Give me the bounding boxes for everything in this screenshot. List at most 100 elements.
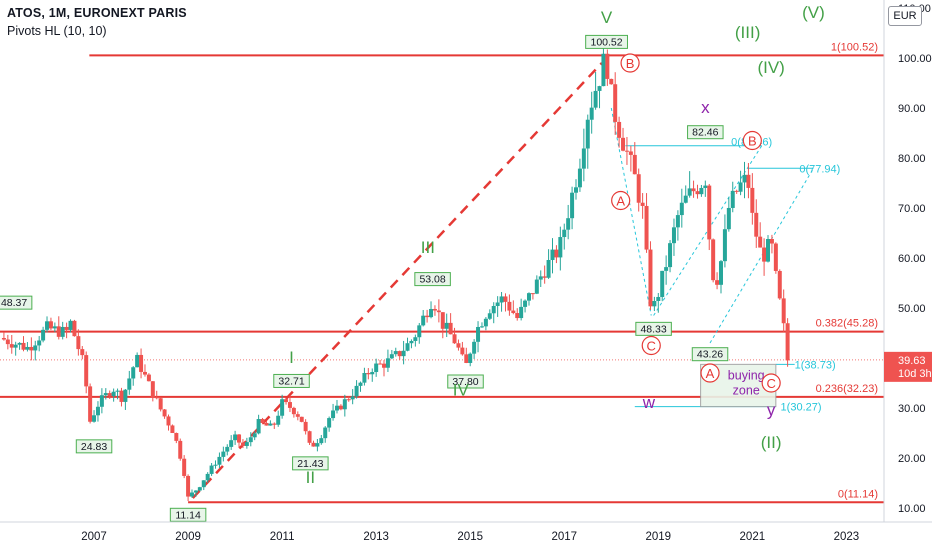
candle-body[interactable]: [170, 425, 175, 434]
candle-body[interactable]: [769, 239, 774, 244]
candle-body[interactable]: [25, 346, 30, 350]
candle-body[interactable]: [9, 344, 14, 348]
candle-body[interactable]: [574, 187, 579, 193]
candle-body[interactable]: [209, 465, 214, 474]
candle-body[interactable]: [605, 53, 610, 79]
candle-body[interactable]: [123, 389, 128, 402]
candle-body[interactable]: [656, 296, 661, 302]
candle-body[interactable]: [773, 243, 778, 271]
candle-body[interactable]: [197, 487, 202, 491]
candle-body[interactable]: [503, 296, 508, 302]
candle-body[interactable]: [464, 354, 469, 363]
candle-body[interactable]: [519, 306, 524, 319]
candle-body[interactable]: [72, 320, 77, 337]
candle-body[interactable]: [581, 148, 586, 169]
candle-body[interactable]: [476, 326, 481, 342]
candle-body[interactable]: [150, 381, 155, 398]
candle-body[interactable]: [515, 313, 520, 319]
candle-body[interactable]: [5, 339, 10, 345]
candle-body[interactable]: [679, 202, 684, 216]
candle-body[interactable]: [13, 344, 18, 348]
last-price-tag[interactable]: [884, 351, 932, 382]
candle-body[interactable]: [707, 185, 712, 240]
candle-body[interactable]: [331, 410, 336, 419]
candle-body[interactable]: [315, 443, 320, 447]
candle-body[interactable]: [754, 212, 759, 237]
candle-body[interactable]: [190, 492, 195, 497]
candle-body[interactable]: [17, 342, 22, 345]
candle-body[interactable]: [577, 168, 582, 188]
candle-body[interactable]: [746, 174, 751, 188]
candle-body[interactable]: [687, 188, 692, 196]
candle-body[interactable]: [358, 382, 363, 386]
candle-body[interactable]: [750, 187, 755, 213]
fib-trend-dashed[interactable]: [610, 107, 652, 316]
candle-body[interactable]: [186, 475, 191, 497]
candle-body[interactable]: [421, 315, 426, 326]
candle-body[interactable]: [346, 399, 351, 401]
candle-body[interactable]: [99, 395, 104, 407]
candle-body[interactable]: [499, 296, 504, 303]
candle-body[interactable]: [48, 321, 53, 329]
candle-body[interactable]: [95, 406, 100, 416]
candle-body[interactable]: [401, 350, 406, 357]
candle-body[interactable]: [397, 351, 402, 357]
candle-body[interactable]: [299, 416, 304, 422]
candle-body[interactable]: [683, 195, 688, 203]
candle-body[interactable]: [613, 84, 618, 122]
candle-body[interactable]: [142, 371, 147, 375]
candle-body[interactable]: [785, 323, 790, 361]
candle-body[interactable]: [730, 190, 735, 208]
candle-body[interactable]: [225, 446, 230, 452]
candle-body[interactable]: [252, 433, 257, 438]
candle-body[interactable]: [483, 318, 488, 327]
candle-body[interactable]: [742, 174, 747, 183]
candle-body[interactable]: [413, 337, 418, 341]
candle-body[interactable]: [593, 90, 598, 108]
candle-body[interactable]: [240, 442, 245, 446]
candle-body[interactable]: [92, 415, 97, 422]
candle-body[interactable]: [127, 378, 132, 390]
candle-body[interactable]: [624, 150, 629, 152]
candle-body[interactable]: [562, 229, 567, 238]
candle-body[interactable]: [530, 293, 535, 295]
candle-body[interactable]: [738, 182, 743, 192]
candle-body[interactable]: [350, 396, 355, 400]
candle-body[interactable]: [491, 305, 496, 314]
candle-body[interactable]: [660, 270, 665, 297]
candle-body[interactable]: [452, 334, 457, 344]
candle-body[interactable]: [585, 119, 590, 149]
price-scale-bg[interactable]: [884, 0, 932, 550]
candle-body[interactable]: [268, 423, 273, 426]
candle-body[interactable]: [570, 192, 575, 219]
candle-body[interactable]: [436, 310, 441, 313]
candle-body[interactable]: [29, 346, 34, 351]
candle-body[interactable]: [319, 438, 324, 444]
candle-body[interactable]: [479, 326, 484, 328]
candle-body[interactable]: [119, 390, 124, 402]
candle-body[interactable]: [37, 340, 42, 346]
candle-body[interactable]: [621, 137, 626, 151]
candle-body[interactable]: [534, 279, 539, 294]
candle-body[interactable]: [334, 405, 339, 411]
candle-body[interactable]: [781, 298, 786, 324]
candle-body[interactable]: [382, 363, 387, 368]
candle-body[interactable]: [758, 236, 763, 248]
candle-body[interactable]: [33, 345, 38, 351]
candle-body[interactable]: [182, 458, 187, 476]
candle-body[interactable]: [460, 347, 465, 355]
candle-body[interactable]: [362, 373, 367, 383]
candle-body[interactable]: [311, 442, 316, 447]
candle-body[interactable]: [597, 86, 602, 91]
candle-body[interactable]: [366, 373, 371, 375]
candle-body[interactable]: [354, 385, 359, 397]
candle-body[interactable]: [495, 302, 500, 306]
candle-body[interactable]: [487, 313, 492, 319]
candle-body[interactable]: [456, 343, 461, 348]
candle-body[interactable]: [64, 326, 69, 330]
candle-body[interactable]: [664, 267, 669, 271]
candle-body[interactable]: [385, 358, 390, 368]
candle-body[interactable]: [511, 310, 516, 314]
candle-body[interactable]: [237, 434, 242, 443]
